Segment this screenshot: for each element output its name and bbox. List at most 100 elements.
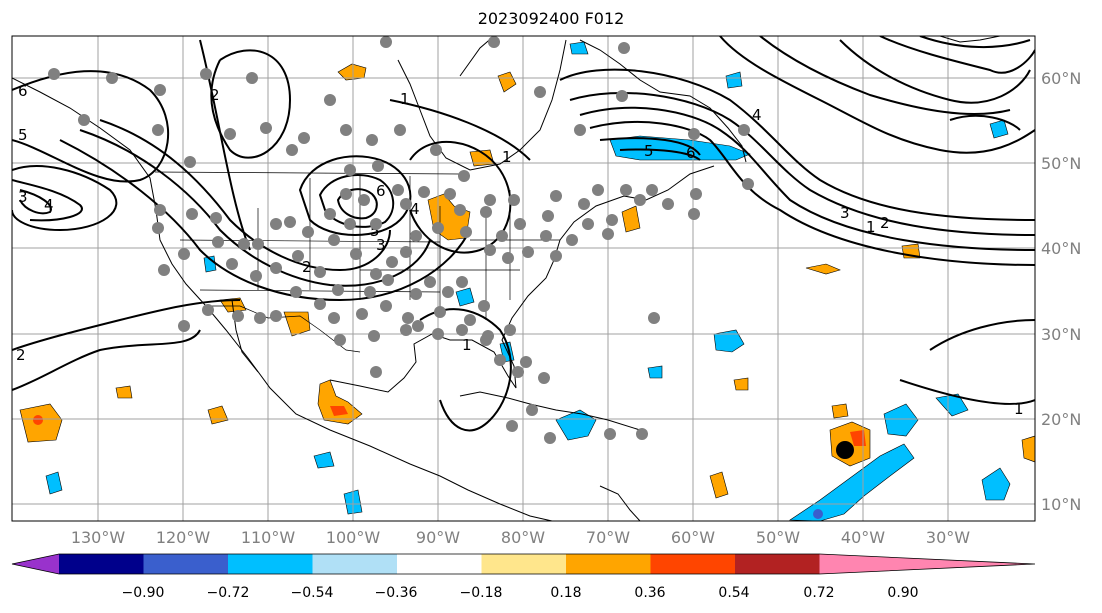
station-dot <box>380 300 392 312</box>
station-dot <box>648 312 660 324</box>
station-dot <box>314 298 326 310</box>
contour-label: 4 <box>410 200 420 218</box>
station-dot <box>238 238 250 250</box>
station-dot <box>454 204 466 216</box>
station-dot <box>260 122 272 134</box>
station-dot <box>370 218 382 230</box>
station-dot <box>78 114 90 126</box>
station-dot <box>324 208 336 220</box>
contour-label: 1 <box>400 90 410 108</box>
lat-tick-label: 30°N <box>1041 325 1081 344</box>
station-dot <box>400 198 412 210</box>
station-dot <box>366 134 378 146</box>
station-dot <box>284 216 296 228</box>
contour-label: 1 <box>1014 400 1024 418</box>
contour-label: 3 <box>376 236 386 254</box>
storm-center-marker <box>836 441 854 459</box>
station-dot <box>372 160 384 172</box>
station-dot <box>392 184 404 196</box>
colorbar-segment <box>397 554 482 574</box>
station-dot <box>574 124 586 136</box>
station-dot <box>432 222 444 234</box>
station-dot <box>418 186 430 198</box>
colorbar-segment <box>312 554 398 574</box>
station-dot <box>410 230 422 242</box>
station-dot <box>178 320 190 332</box>
station-dot <box>434 306 446 318</box>
station-dot <box>688 208 700 220</box>
contour-label: 3 <box>840 204 850 222</box>
station-dot <box>252 238 264 250</box>
contour-label: 4 <box>44 196 54 214</box>
station-dot <box>270 310 282 322</box>
station-dot <box>618 42 630 54</box>
station-dot <box>540 230 552 242</box>
lon-axis: 130°W 120°W 110°W 100°W 90°W 80°W 70°W 6… <box>71 528 970 547</box>
contour-label: 1 <box>502 148 512 166</box>
station-dot <box>290 286 302 298</box>
station-dot <box>254 312 266 324</box>
station-dot <box>480 334 492 346</box>
station-dot <box>340 124 352 136</box>
station-dot <box>636 428 648 440</box>
lat-axis: 60°N 50°N 40°N 30°N 20°N 10°N <box>1041 69 1081 514</box>
station-dot <box>314 266 326 278</box>
station-dot <box>386 256 398 268</box>
station-dot <box>534 86 546 98</box>
station-dot <box>494 354 506 366</box>
contour-label: 2 <box>880 214 890 232</box>
station-dot <box>550 190 562 202</box>
station-dot <box>634 194 646 206</box>
lon-tick-label: 80°W <box>501 528 545 547</box>
map-title: 2023092400 F012 <box>477 9 625 28</box>
lat-tick-label: 40°N <box>1041 239 1081 258</box>
lon-tick-label: 30°W <box>926 528 970 547</box>
contour-label: 2 <box>210 86 220 104</box>
colorbar-segment <box>481 554 567 574</box>
station-dot <box>184 156 196 168</box>
colorbar-extend-high <box>819 554 1035 574</box>
station-dot <box>582 218 594 230</box>
station-dot <box>488 36 500 48</box>
station-dot <box>200 68 212 80</box>
station-dot <box>616 90 628 102</box>
station-markers <box>48 36 754 444</box>
station-dot <box>456 276 468 288</box>
colorbar-tick-label: −0.36 <box>375 585 418 601</box>
station-dot <box>402 312 414 324</box>
station-dot <box>544 432 556 444</box>
colorbar-tick-label: 0.90 <box>887 585 918 601</box>
contour-label: 6 <box>18 82 28 100</box>
contour-label: 2 <box>16 346 26 364</box>
station-dot <box>332 284 344 296</box>
station-dot <box>344 164 356 176</box>
contour-label: 5 <box>644 142 654 160</box>
station-dot <box>478 300 490 312</box>
station-dot <box>368 330 380 342</box>
station-dot <box>344 218 356 230</box>
station-dot <box>328 312 340 324</box>
contour-label: 5 <box>370 222 380 240</box>
station-dot <box>496 230 508 242</box>
colorbar-extend-low <box>12 554 59 574</box>
contour-label: 1 <box>866 218 876 236</box>
station-dot <box>742 178 754 190</box>
colorbar-tick-label: −0.72 <box>207 585 250 601</box>
station-dot <box>604 428 616 440</box>
station-dot <box>232 310 244 322</box>
station-dot <box>456 324 468 336</box>
station-dot <box>514 218 526 230</box>
station-dot <box>394 124 406 136</box>
station-dot <box>464 314 476 326</box>
colorbar: −0.90 −0.72 −0.54 −0.36 −0.18 0.18 0.36 … <box>11 553 1036 601</box>
station-dot <box>522 246 534 258</box>
station-dot <box>178 248 190 260</box>
colorbar-segment <box>59 554 144 574</box>
colorbar-segment <box>735 554 820 574</box>
station-dot <box>202 304 214 316</box>
station-dot <box>606 214 618 226</box>
station-dot <box>186 208 198 220</box>
contour-label: 6 <box>686 144 696 162</box>
colorbar-tick-label: 0.54 <box>718 585 749 601</box>
